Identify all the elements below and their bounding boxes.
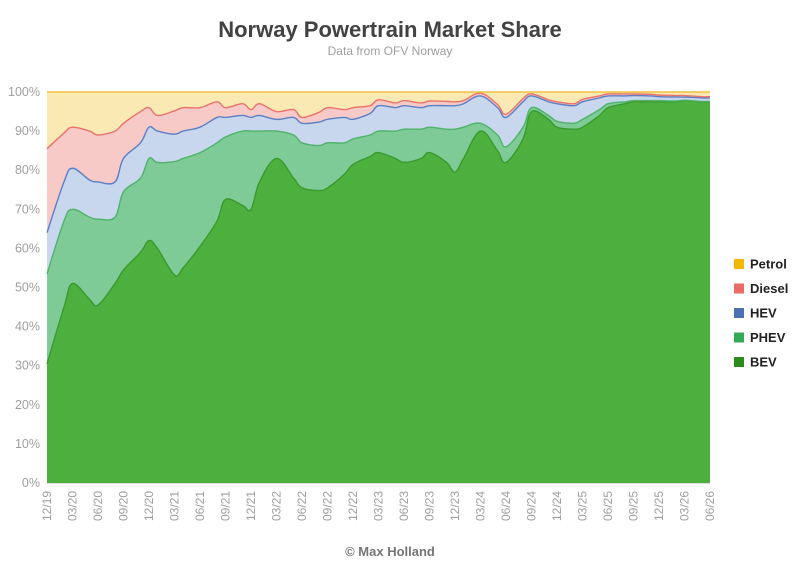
legend-swatch: [734, 332, 744, 343]
x-tick-label: 03/20: [66, 491, 80, 521]
legend-label: Diesel: [750, 281, 788, 296]
area-hev: [47, 95, 710, 274]
area-petrol: [47, 92, 710, 149]
y-tick-label: 60%: [15, 241, 40, 255]
chart-credit: © Max Holland: [345, 544, 435, 559]
x-tick-label: 12/19: [40, 491, 54, 521]
legend-swatch: [734, 357, 744, 367]
x-tick-label: 06/26: [703, 491, 717, 521]
x-tick-label: 06/24: [499, 491, 513, 521]
x-tick-label: 12/24: [550, 491, 564, 521]
x-tick-label: 09/24: [525, 491, 539, 521]
y-tick-label: 80%: [15, 163, 40, 177]
plot-lines: [46, 91, 711, 364]
y-tick-label: 20%: [15, 398, 40, 412]
chart-title: Norway Powertrain Market Share: [218, 17, 562, 42]
line-hev: [46, 94, 711, 233]
x-tick-label: 03/24: [474, 491, 488, 521]
x-tick-label: 06/22: [295, 491, 309, 521]
line-phev: [46, 99, 711, 275]
legend-label: HEV: [750, 306, 777, 321]
legend-swatch: [734, 259, 744, 269]
x-tick-label: 06/25: [601, 491, 615, 521]
legend-item-hev[interactable]: HEV: [734, 306, 777, 321]
x-tick-label: 12/21: [244, 491, 258, 521]
x-tick-label: 12/25: [652, 491, 666, 521]
legend-item-petrol[interactable]: Petrol: [734, 257, 787, 272]
area-bev: [47, 100, 710, 483]
x-tick-label: 12/20: [142, 491, 156, 521]
chart-subtitle: Data from OFV Norway: [328, 44, 453, 58]
x-tick-label: 03/21: [168, 491, 182, 521]
legend-item-bev[interactable]: BEV: [734, 355, 777, 370]
y-tick-label: 40%: [15, 320, 40, 334]
y-tick-label: 90%: [15, 124, 40, 138]
plot-areas: [47, 92, 710, 483]
x-tick-label: 03/23: [372, 491, 386, 521]
legend-item-phev[interactable]: PHEV: [734, 330, 786, 345]
line-diesel: [46, 92, 711, 150]
x-tick-label: 03/26: [678, 491, 692, 521]
x-tick-label: 09/20: [117, 491, 131, 521]
y-tick-label: 70%: [15, 202, 40, 216]
x-tick-label: 09/21: [219, 491, 233, 521]
legend-label: PHEV: [750, 330, 786, 345]
y-tick-label: 10%: [15, 437, 40, 451]
legend-item-diesel[interactable]: Diesel: [734, 281, 788, 296]
legend-label: Petrol: [750, 257, 787, 272]
x-tick-label: 09/22: [321, 491, 335, 521]
legend-swatch: [734, 283, 744, 294]
x-axis: 12/19 03/20 06/20 09/20 12/20 03/21 06/21 09/21…: [40, 491, 717, 521]
area-phev: [47, 100, 710, 364]
x-tick-label: 12/23: [448, 491, 462, 521]
y-axis: 0% 10% 20% 30% 40% 50% 60% 70% 80% 90% 100%: [8, 85, 40, 490]
y-tick-label: 50%: [15, 281, 40, 295]
x-tick-label: 06/20: [91, 491, 105, 521]
x-tick-label: 09/25: [627, 491, 641, 521]
x-tick-label: 06/23: [397, 491, 411, 521]
x-tick-label: 06/21: [193, 491, 207, 521]
x-tick-label: 03/25: [576, 491, 590, 521]
line-bev: [46, 99, 711, 364]
legend-label: BEV: [750, 355, 777, 370]
x-tick-label: 03/22: [270, 491, 284, 521]
x-tick-label: 12/22: [346, 491, 360, 521]
y-tick-label: 30%: [15, 359, 40, 373]
y-tick-label: 100%: [8, 85, 40, 99]
x-tick-label: 09/23: [423, 491, 437, 521]
y-tick-label: 0%: [22, 476, 40, 490]
legend: Petrol Diesel HEV PHEV BEV: [734, 257, 788, 370]
legend-swatch: [734, 308, 744, 318]
